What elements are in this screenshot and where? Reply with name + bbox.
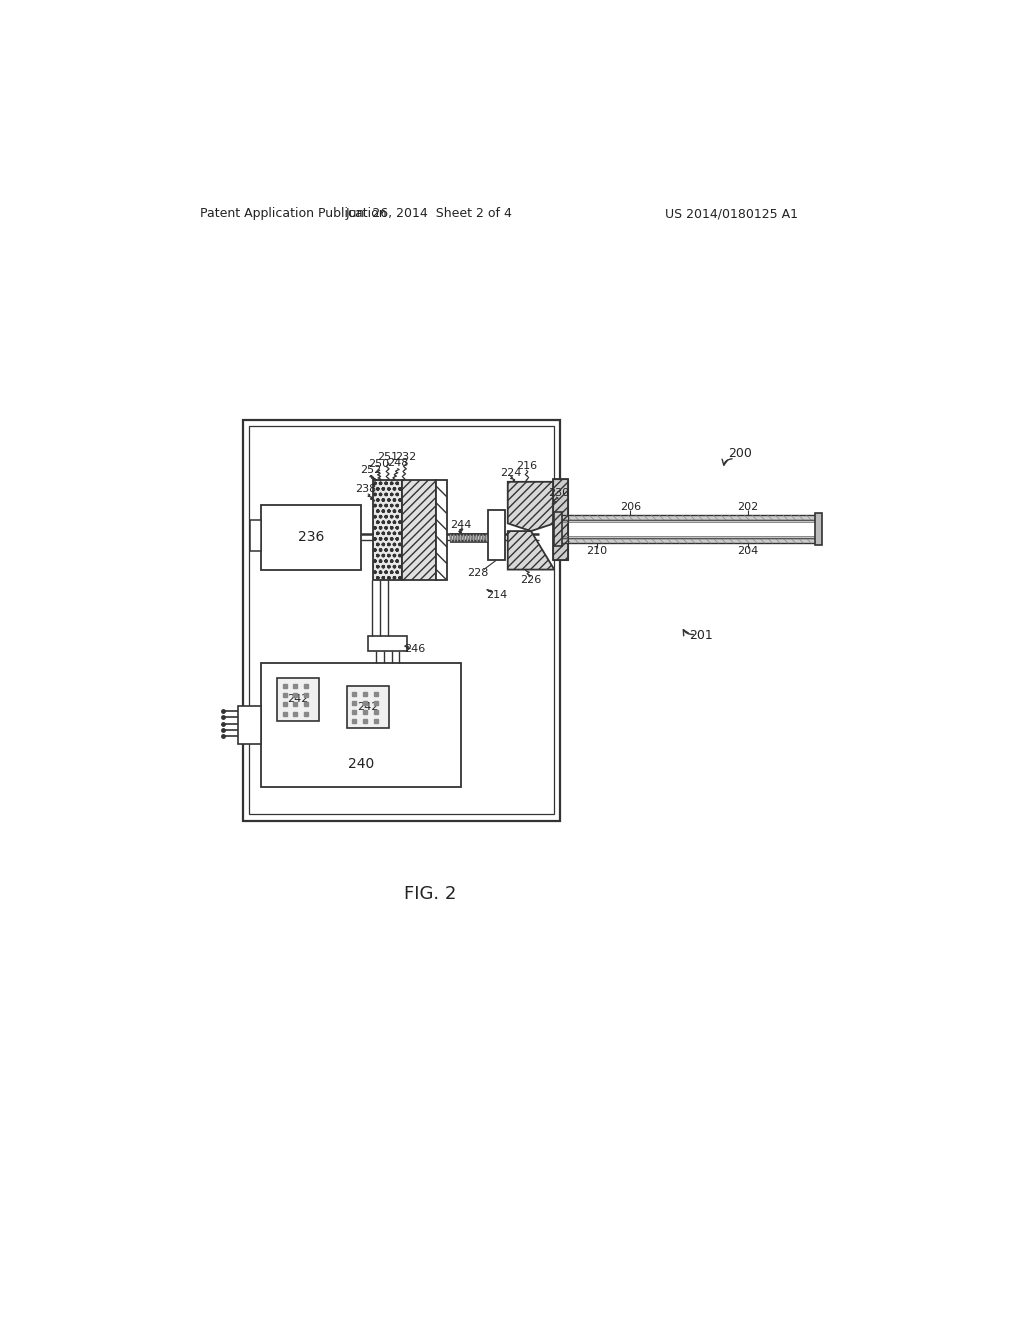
Bar xyxy=(243,420,560,821)
Bar xyxy=(558,515,818,520)
Text: US 2014/0180125 A1: US 2014/0180125 A1 xyxy=(665,207,798,220)
Polygon shape xyxy=(469,535,472,543)
Text: 238: 238 xyxy=(355,484,377,495)
Text: 251: 251 xyxy=(377,453,398,462)
Text: 200: 200 xyxy=(728,446,753,459)
Text: 242: 242 xyxy=(287,694,308,704)
Text: 248: 248 xyxy=(387,458,409,469)
Text: 216: 216 xyxy=(516,462,537,471)
Text: 206: 206 xyxy=(620,502,641,512)
Text: Patent Application Publication: Patent Application Publication xyxy=(200,207,387,220)
Polygon shape xyxy=(482,535,484,543)
Bar xyxy=(373,480,402,581)
Bar xyxy=(402,480,436,581)
Bar xyxy=(815,513,821,545)
Text: Jun. 26, 2014  Sheet 2 of 4: Jun. 26, 2014 Sheet 2 of 4 xyxy=(345,207,512,220)
Polygon shape xyxy=(450,535,453,543)
Text: 240: 240 xyxy=(348,758,375,771)
Polygon shape xyxy=(485,535,487,543)
Polygon shape xyxy=(475,535,478,543)
Polygon shape xyxy=(508,482,554,531)
Bar xyxy=(369,636,407,651)
Bar xyxy=(558,539,818,544)
Polygon shape xyxy=(460,535,462,543)
Text: 244: 244 xyxy=(451,520,472,529)
Polygon shape xyxy=(456,535,459,543)
Bar xyxy=(436,480,447,581)
Text: 250: 250 xyxy=(368,459,389,469)
Text: 242: 242 xyxy=(356,702,378,711)
Bar xyxy=(346,686,389,729)
Polygon shape xyxy=(472,535,475,543)
Text: 226: 226 xyxy=(520,576,542,585)
Text: 210: 210 xyxy=(587,546,607,556)
Text: 228: 228 xyxy=(468,568,489,578)
Polygon shape xyxy=(478,535,481,543)
Polygon shape xyxy=(508,531,554,570)
Polygon shape xyxy=(466,535,469,543)
Text: 246: 246 xyxy=(404,644,425,653)
Polygon shape xyxy=(453,535,456,543)
Text: 201: 201 xyxy=(689,630,714,643)
Bar xyxy=(251,520,261,552)
Bar xyxy=(487,511,505,560)
Bar xyxy=(276,678,319,721)
Bar xyxy=(238,706,261,744)
Bar xyxy=(553,479,568,560)
Polygon shape xyxy=(463,535,465,543)
Bar xyxy=(553,479,568,560)
Text: 236: 236 xyxy=(298,531,324,544)
Bar xyxy=(554,512,562,546)
Text: 230: 230 xyxy=(548,488,569,499)
Text: 252: 252 xyxy=(360,465,381,475)
Text: FIG. 2: FIG. 2 xyxy=(404,884,457,903)
Bar xyxy=(261,663,461,788)
Text: 204: 204 xyxy=(737,546,759,556)
Bar xyxy=(249,426,554,814)
Text: 224: 224 xyxy=(500,467,521,478)
Text: 232: 232 xyxy=(395,453,416,462)
Text: 214: 214 xyxy=(486,590,508,601)
Bar xyxy=(261,506,360,570)
Text: 202: 202 xyxy=(737,502,759,512)
